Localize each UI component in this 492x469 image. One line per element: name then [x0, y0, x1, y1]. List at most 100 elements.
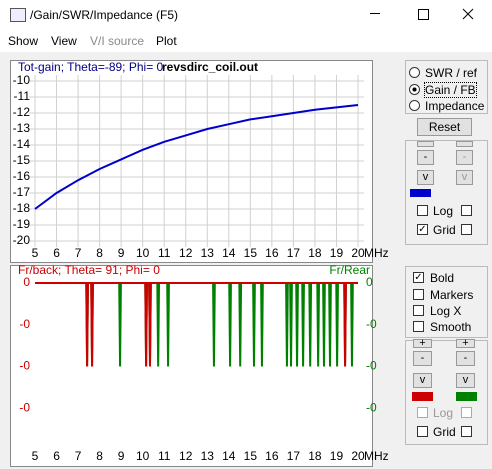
radio-label[interactable]: SWR / ref: [425, 66, 478, 80]
button[interactable]: -: [417, 150, 434, 165]
radio-label[interactable]: Impedance: [425, 99, 485, 113]
radio-group: [405, 60, 488, 114]
checkbox: [461, 407, 472, 418]
y-tick-label: -0: [19, 317, 30, 331]
checkbox[interactable]: ✓: [413, 272, 424, 283]
x-tick-label: 19: [330, 449, 344, 463]
checkbox-label[interactable]: Log X: [430, 304, 462, 318]
y-tick-label: -13: [13, 121, 31, 135]
checkbox[interactable]: [461, 205, 472, 216]
y-tick-label: -14: [13, 137, 31, 151]
button: -: [456, 150, 473, 165]
checkbox-label[interactable]: Grid: [433, 223, 456, 237]
x-tick-label: 8: [96, 246, 103, 260]
checkbox-label[interactable]: Markers: [430, 288, 474, 302]
x-tick-label: 15: [244, 449, 258, 463]
x-tick-label: 18: [308, 246, 322, 260]
button[interactable]: [417, 141, 434, 147]
y-tick-label: 0: [23, 275, 30, 289]
charts: Tot-gain; Theta=-89; Phi= 0revsdirc_coil…: [13, 60, 389, 463]
x-axis-unit: MHz: [364, 246, 389, 260]
checkbox[interactable]: [413, 289, 424, 300]
chart-title: Tot-gain; Theta=-89; Phi= 0: [18, 60, 164, 74]
x-tick-label: 9: [118, 246, 125, 260]
y-tick-label: -11: [14, 89, 31, 103]
button: [456, 141, 473, 147]
x-tick-label: 9: [118, 449, 125, 463]
color-swatch[interactable]: [456, 392, 477, 401]
x-tick-label: 5: [32, 246, 39, 260]
checkbox-label[interactable]: Grid: [433, 425, 456, 439]
button[interactable]: -: [413, 351, 432, 366]
checkbox[interactable]: [417, 205, 428, 216]
window-title: /Gain/SWR/Impedance (F5): [30, 8, 179, 22]
x-tick-label: 7: [75, 449, 82, 463]
button[interactable]: +: [456, 338, 475, 349]
series-line: [35, 282, 358, 367]
x-tick-label: 10: [136, 246, 150, 260]
radio-label[interactable]: Gain / FB: [424, 82, 477, 98]
menu-item[interactable]: View: [51, 34, 77, 48]
series-line: [34, 104, 359, 210]
button[interactable]: v: [456, 373, 475, 388]
checkbox[interactable]: [417, 426, 428, 437]
x-tick-label: 17: [287, 246, 301, 260]
y-tick-label: -0: [366, 400, 377, 414]
radio[interactable]: [409, 67, 420, 78]
menu-item[interactable]: Plot: [156, 34, 177, 48]
close-button[interactable]: [462, 8, 474, 20]
chart-title: Fr/back; Theta= 91; Phi= 0: [18, 263, 160, 277]
y-tick-label: -16: [13, 169, 31, 183]
menu-item[interactable]: Show: [8, 34, 39, 48]
checkbox-label[interactable]: Smooth: [430, 320, 472, 334]
radio[interactable]: [409, 100, 420, 111]
minimize-button[interactable]: [370, 13, 380, 14]
x-tick-label: 15: [244, 246, 258, 260]
y-tick-label: -19: [13, 217, 31, 231]
x-tick-label: 10: [136, 449, 150, 463]
button[interactable]: -: [456, 351, 475, 366]
y-tick-label: -0: [19, 400, 30, 414]
y-tick-label: -15: [13, 153, 31, 167]
y-tick-label: -12: [13, 105, 31, 119]
color-swatch[interactable]: [412, 392, 433, 401]
control-group: [405, 140, 488, 245]
control-group: [405, 340, 488, 445]
x-tick-label: 7: [75, 246, 82, 260]
x-tick-label: 12: [179, 449, 193, 463]
checkbox[interactable]: [461, 224, 472, 235]
color-swatch[interactable]: [410, 189, 431, 197]
checkbox[interactable]: [461, 426, 472, 437]
checkbox[interactable]: [413, 321, 424, 332]
checkbox[interactable]: [413, 305, 424, 316]
checkbox-label[interactable]: Log: [433, 204, 454, 218]
checkbox[interactable]: ✓: [417, 224, 428, 235]
x-tick-label: 14: [222, 449, 236, 463]
x-tick-label: 11: [158, 246, 171, 260]
x-tick-label: 6: [53, 246, 60, 260]
button[interactable]: +: [413, 338, 432, 349]
x-axis-unit: MHz: [364, 449, 389, 463]
x-tick-label: 13: [201, 246, 215, 260]
y-tick-label: -20: [13, 233, 31, 247]
y-tick-label: -0: [366, 317, 377, 331]
maximize-button[interactable]: [418, 9, 429, 20]
x-tick-label: 11: [158, 449, 171, 463]
x-tick-label: 13: [201, 449, 215, 463]
title-bar: /Gain/SWR/Impedance (F5): [0, 0, 492, 30]
radio[interactable]: [409, 84, 420, 95]
x-tick-label: 19: [330, 246, 344, 260]
checkbox-label[interactable]: Bold: [430, 271, 455, 285]
x-tick-label: 16: [265, 449, 279, 463]
button[interactable]: v: [417, 170, 434, 185]
x-tick-label: 16: [265, 246, 279, 260]
x-tick-label: 12: [179, 246, 193, 260]
button[interactable]: v: [413, 373, 432, 388]
y-tick-label: -0: [366, 359, 377, 373]
y2-axis-label: Fr/Rear: [329, 263, 370, 277]
menu-bar: Show View V/I source Plot: [0, 30, 492, 52]
x-tick-label: 18: [308, 449, 322, 463]
reset-button[interactable]: Reset: [417, 118, 472, 136]
y-tick-label: -0: [19, 359, 30, 373]
